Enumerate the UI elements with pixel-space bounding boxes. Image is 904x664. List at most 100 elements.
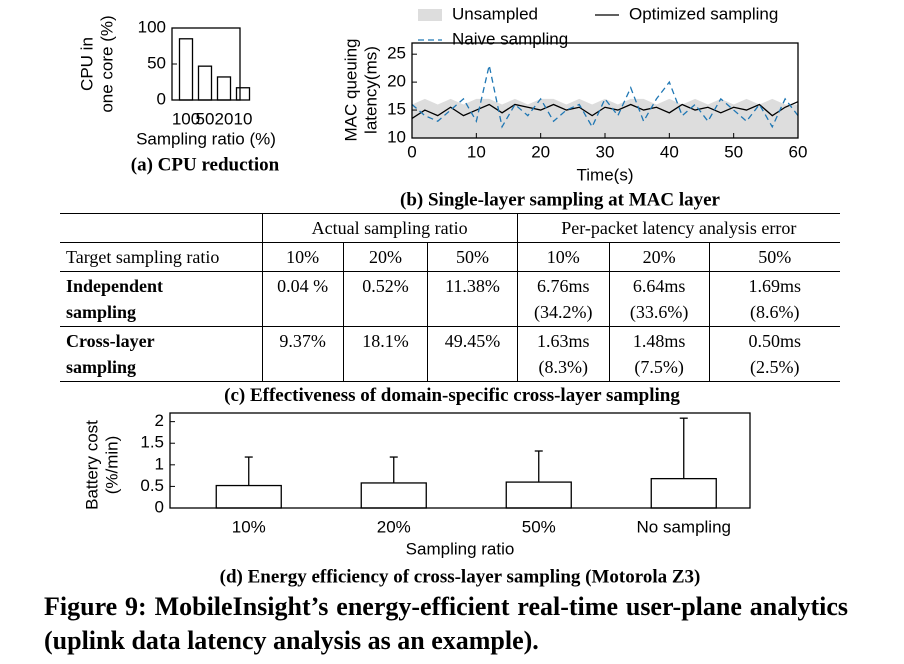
figure: (a) CPU reduction Sampling ratio (%) CPU i… <box>77 4 808 587</box>
cell-text: 0.50ms <box>748 331 802 351</box>
cell-text: 49.45% <box>444 331 501 351</box>
figure-caption: Figure 9: MobileInsight’s energy-efficie… <box>44 592 848 655</box>
cell-text: 6.64ms <box>632 276 686 296</box>
table-cell: Cross-layer sampling <box>60 326 263 382</box>
x-tick-label: 50 <box>724 142 743 161</box>
cell-text: 9.37% <box>279 331 326 351</box>
y-tick-label: 100 <box>138 17 166 36</box>
cell-text: 1.48ms <box>632 331 686 351</box>
plot-frame <box>411 42 799 139</box>
table-row: Independent sampling 0.04 % 0.52% 11.38% 6.76… <box>60 271 840 327</box>
y-axis-label: Battery cost <box>82 420 101 510</box>
table-cell: 18.1% <box>343 326 429 382</box>
x-tick-label: 50 <box>196 109 215 128</box>
legend-swatch <box>418 9 442 21</box>
bar <box>216 76 232 101</box>
y-axis-label: latency(ms) <box>361 46 380 134</box>
legend-label: Naive sampling <box>452 29 568 48</box>
y-tick-label: 1.5 <box>140 433 164 452</box>
plot-frame <box>169 412 751 509</box>
table-row: Actual sampling ratio Per-packet latency … <box>60 213 840 243</box>
table-cell: 49.45% <box>427 326 518 382</box>
group-header: Actual sampling ratio <box>262 213 518 243</box>
column-header: 10% <box>262 242 344 272</box>
y-axis-label: (%/min) <box>102 436 121 495</box>
bar <box>360 482 427 509</box>
table-cell: 0.52% <box>343 271 429 327</box>
y-tick-label: 20 <box>387 72 406 91</box>
y-tick-label: 0 <box>155 497 164 516</box>
bar <box>197 65 213 101</box>
x-tick-label: No sampling <box>637 517 732 536</box>
column-header: 50% <box>427 242 518 272</box>
x-axis-label: Time(s) <box>577 165 634 184</box>
column-header: Target sampling ratio <box>60 242 263 272</box>
table-row: Cross-layer sampling 9.37% 18.1% 49.45% 1.63m… <box>60 326 840 382</box>
plot <box>411 65 799 138</box>
y-tick-label: 25 <box>387 44 406 63</box>
chart-caption: (b) Single-layer sampling at MAC layer <box>400 189 721 210</box>
group-header: Per-packet latency analysis error <box>517 213 840 243</box>
column-header: 10% <box>517 242 610 272</box>
cell-text: (7.5%) <box>634 357 684 377</box>
y-tick-label: 15 <box>387 100 406 119</box>
x-axis-label: Sampling ratio (%) <box>136 129 276 148</box>
column-header: 20% <box>609 242 710 272</box>
cell-text: (34.2%) <box>533 302 593 322</box>
x-tick-label: 20 <box>215 109 234 128</box>
chart-caption: (a) CPU reduction <box>131 154 280 175</box>
y-axis-label: MAC queuing <box>341 38 360 141</box>
table-cell: 1.69ms (8.6%) <box>709 271 840 327</box>
table-cell <box>60 213 263 243</box>
x-tick-label: 60 <box>789 142 808 161</box>
x-tick-label: 10 <box>467 142 486 161</box>
bar <box>505 481 572 509</box>
line <box>411 65 799 129</box>
column-header: 50% <box>709 242 840 272</box>
table-cell: 0.50ms (2.5%) <box>709 326 840 382</box>
cell-text: Cross-layer <box>66 331 155 351</box>
x-tick-label: 40 <box>660 142 679 161</box>
cell-text: 11.38% <box>445 276 500 296</box>
cell-text: 0.04 % <box>277 276 329 296</box>
cell-text: (2.5%) <box>750 357 800 377</box>
cell-text: (8.3%) <box>538 357 588 377</box>
bar <box>235 87 251 101</box>
table-cell: 0.04 % <box>262 271 344 327</box>
y-tick-label: 0 <box>157 89 166 108</box>
cell-text: 6.76ms <box>536 276 590 296</box>
x-tick-label: 20% <box>377 517 411 536</box>
y-axis-label: one core (%) <box>97 15 116 112</box>
table-cell: 6.64ms (33.6%) <box>609 271 710 327</box>
cell-text: 18.1% <box>362 331 409 351</box>
table-row: Target sampling ratio 10% 20% 50% 10% 20% 50% <box>60 242 840 272</box>
table-cell: 1.63ms (8.3%) <box>517 326 610 382</box>
cell-text: Independent <box>66 276 164 296</box>
bar <box>178 38 194 101</box>
x-tick-label: 100 <box>172 109 200 128</box>
cell-text: 0.52% <box>362 276 409 296</box>
legend-label: Unsampled <box>452 4 538 23</box>
legend-label: Optimized sampling <box>629 4 778 23</box>
bar <box>215 484 282 509</box>
cell-text: (33.6%) <box>629 302 689 322</box>
chart-caption: (d) Energy efficiency of cross-layer sam… <box>220 566 701 587</box>
plot <box>244 417 688 508</box>
plot-frame <box>171 27 241 101</box>
cell-text: sampling <box>66 357 137 377</box>
x-tick-label: 0 <box>407 142 416 161</box>
x-tick-label: 30 <box>596 142 615 161</box>
results-table: Actual sampling ratio Per-packet latency … <box>60 213 840 382</box>
table-cell: 1.48ms (7.5%) <box>609 326 710 382</box>
y-axis-label: CPU in <box>77 37 96 91</box>
y-tick-label: 10 <box>387 127 406 146</box>
x-tick-label: 10% <box>232 517 266 536</box>
table-cell: 11.38% <box>427 271 518 327</box>
table-cell: 6.76ms (34.2%) <box>517 271 610 327</box>
y-tick-label: 50 <box>147 53 166 72</box>
cell-text: (8.6%) <box>750 302 800 322</box>
y-tick-label: 0.5 <box>140 476 164 495</box>
cell-text: 1.69ms <box>748 276 802 296</box>
x-axis-label: Sampling ratio <box>406 539 515 558</box>
